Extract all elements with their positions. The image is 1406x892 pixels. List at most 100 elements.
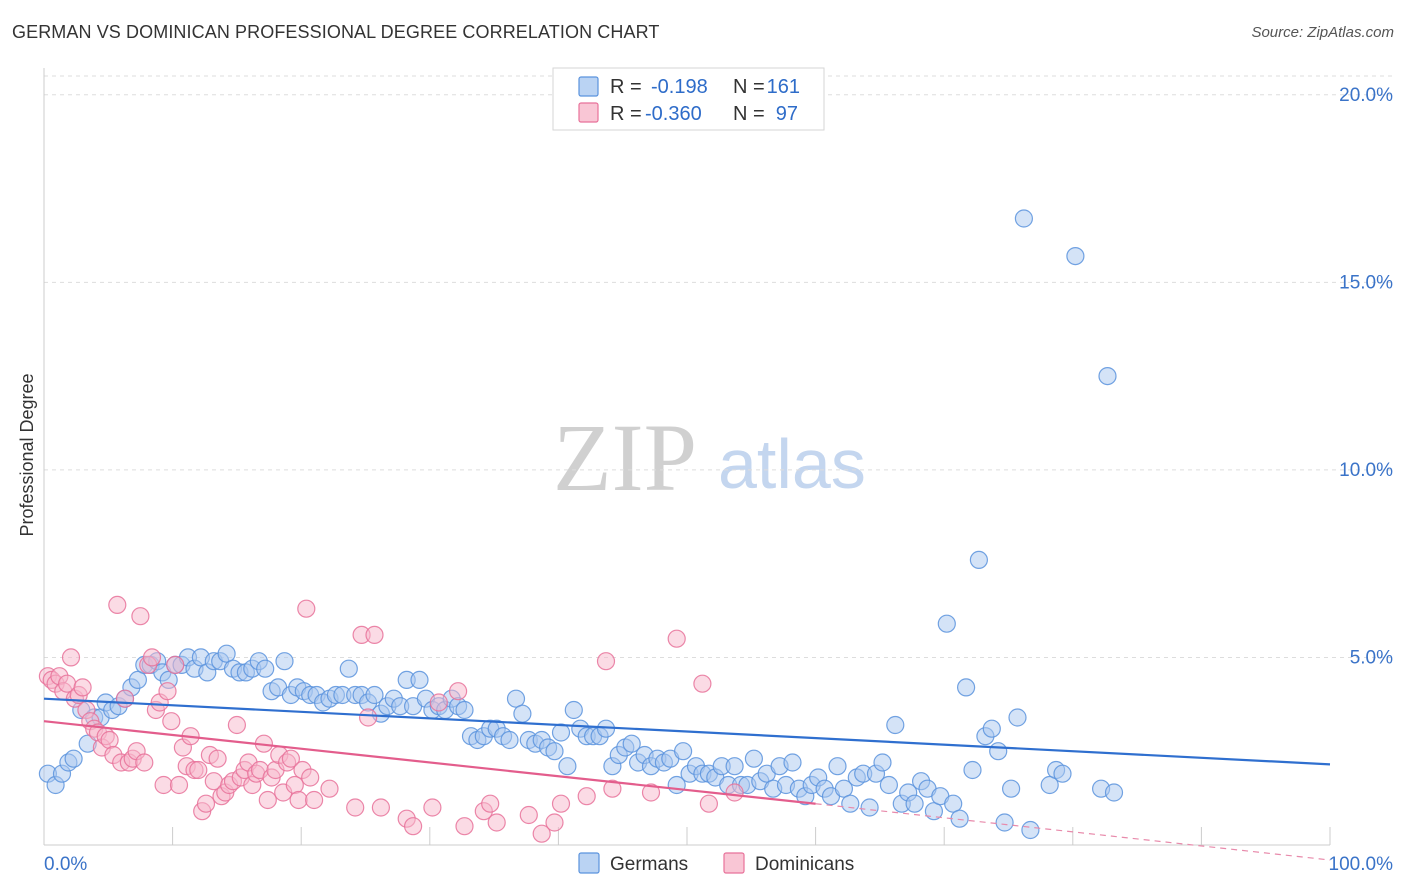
dominican-point	[289, 790, 308, 810]
series-dominicans	[38, 595, 744, 843]
dominican-point	[158, 682, 177, 701]
legend: R = -0.198 N = 161 R = -0.360 N = 97	[552, 67, 825, 131]
dominican-point	[100, 730, 119, 750]
dominican-point	[305, 790, 324, 810]
german-point	[905, 794, 924, 813]
dominican-point	[285, 775, 304, 795]
trend-line-dominicans	[43, 720, 816, 805]
german-point	[339, 659, 358, 678]
watermark-zip: ZIP	[553, 404, 697, 511]
dominican-point	[142, 648, 162, 667]
y-tick-label: 10.0%	[1339, 460, 1393, 481]
dominican-point	[258, 790, 277, 810]
dominican-point	[208, 749, 227, 768]
legend-n-value-germans: 161	[767, 76, 800, 98]
y-tick-label: 15.0%	[1339, 272, 1393, 293]
german-point	[969, 550, 989, 570]
german-point	[275, 652, 294, 671]
dominican-point	[359, 708, 378, 727]
bottom-legend-swatch-germans	[578, 852, 600, 874]
german-point	[217, 644, 236, 663]
dominican-point	[487, 813, 506, 832]
legend-r-value-dominicans: -0.360	[645, 103, 702, 125]
german-point	[860, 798, 879, 817]
german-point	[873, 753, 892, 772]
german-point	[500, 730, 519, 750]
german-point	[886, 715, 905, 735]
watermark-atlas: atlas	[718, 425, 866, 503]
x-ticks	[172, 827, 1331, 845]
german-point	[551, 723, 571, 742]
german-point	[1066, 247, 1085, 266]
dominican-point	[641, 783, 661, 802]
legend-r-label-germans: R =	[610, 76, 642, 98]
german-point	[937, 614, 956, 633]
german-point	[963, 760, 982, 780]
bottom-legend-swatch-dominicans	[723, 852, 745, 874]
german-point	[1040, 775, 1059, 795]
legend-swatch-germans	[578, 76, 599, 97]
trend-lines	[43, 697, 1331, 861]
bottom-legend: Germans Dominicans	[578, 852, 854, 875]
dominican-point	[371, 798, 390, 817]
source-label: Source: ZipAtlas.com	[1251, 24, 1394, 41]
german-point	[834, 779, 854, 798]
dominican-point	[603, 779, 622, 798]
legend-n-label-germans: N =	[733, 76, 765, 98]
german-point	[879, 775, 899, 795]
trend-line-dominicans-extension	[815, 803, 1331, 861]
x-tick-label-max: 100.0%	[1329, 854, 1394, 875]
dominican-point	[725, 783, 744, 802]
dominican-point	[196, 794, 216, 813]
y-tick-labels: 5.0% 10.0% 15.0% 20.0%	[1339, 85, 1393, 669]
german-point	[956, 678, 976, 697]
german-point	[64, 749, 83, 768]
german-point	[455, 700, 474, 720]
legend-n-value-dominicans: 97	[776, 103, 798, 125]
dominican-point	[667, 629, 686, 648]
german-point	[828, 757, 847, 776]
german-point	[783, 753, 802, 772]
dominican-point	[577, 787, 596, 806]
german-point	[725, 757, 744, 776]
x-tick-label-min: 0.0%	[44, 854, 87, 875]
dominican-point	[455, 817, 474, 836]
legend-n-label-dominicans: N =	[733, 103, 765, 125]
series-germans	[38, 209, 1124, 840]
german-point	[1001, 779, 1021, 798]
dominican-point	[169, 775, 189, 795]
dominican-point	[115, 689, 135, 708]
german-point	[673, 742, 693, 761]
dominican-point	[346, 798, 365, 817]
dominican-point	[551, 794, 571, 813]
german-point	[841, 794, 860, 813]
dominican-point	[301, 768, 320, 787]
gridlines	[44, 75, 1393, 658]
bottom-legend-label-dominicans: Dominicans	[755, 854, 854, 875]
dominican-point	[404, 817, 423, 836]
german-point	[989, 742, 1008, 761]
dominican-point	[545, 813, 564, 832]
german-point	[365, 685, 384, 705]
dominican-point	[481, 794, 500, 813]
dominican-point	[135, 753, 154, 772]
dominican-point	[227, 715, 246, 735]
dominican-point	[693, 674, 712, 693]
german-point	[1053, 764, 1072, 783]
german-point	[950, 809, 969, 828]
dominican-point	[519, 805, 538, 825]
german-point	[1014, 209, 1034, 228]
german-point	[410, 670, 429, 690]
legend-r-value-germans: -0.198	[651, 76, 708, 98]
german-point	[995, 813, 1014, 832]
german-point	[1008, 708, 1027, 727]
german-point	[622, 734, 641, 753]
y-tick-label: 20.0%	[1339, 85, 1393, 106]
dominican-point	[423, 798, 442, 817]
dominican-point	[131, 607, 150, 626]
german-point	[545, 742, 564, 761]
german-point	[924, 802, 944, 821]
dominican-point	[297, 599, 316, 618]
dominican-point	[320, 779, 339, 798]
